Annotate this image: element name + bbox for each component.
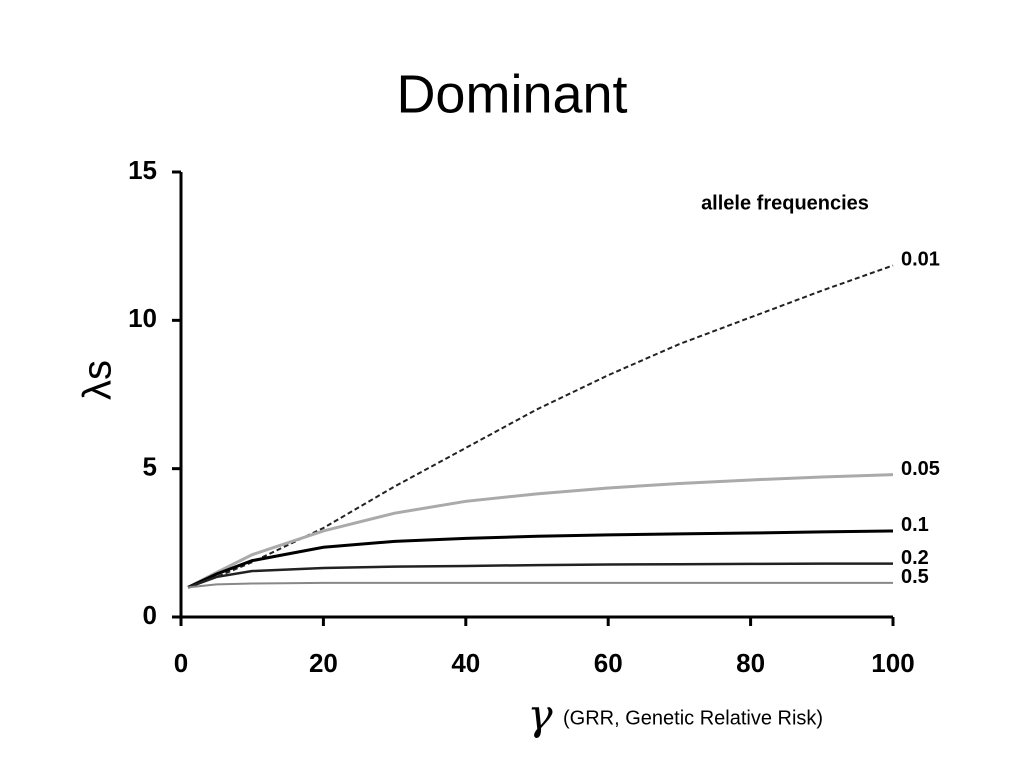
x-tick-label: 100 (871, 648, 914, 678)
series-label: 0.2 (901, 547, 929, 569)
series-line (187, 529, 894, 589)
x-tick-label: 60 (594, 648, 623, 678)
series-label: 0.05 (901, 458, 940, 480)
chart-title: Dominant (396, 64, 627, 124)
series-label: 0.5 (901, 566, 929, 588)
legend-title: allele frequencies (701, 192, 869, 214)
series-line (187, 473, 894, 589)
series-line (188, 581, 893, 589)
y-tick-label: 5 (143, 452, 157, 482)
y-tick-label: 15 (128, 155, 157, 185)
x-axis-symbol: γ (527, 690, 553, 739)
y-tick-label: 10 (128, 303, 157, 333)
series-label: 0.1 (901, 514, 929, 536)
x-tick-label: 0 (174, 648, 188, 678)
x-axis-label: (GRR, Genetic Relative Risk) (563, 707, 823, 729)
x-tick-label: 20 (309, 648, 338, 678)
series-line (187, 264, 894, 589)
series-label: 0.01 (901, 249, 940, 271)
x-tick-label: 40 (451, 648, 480, 678)
y-tick-label: 0 (143, 600, 157, 630)
y-axis-label: λs (76, 360, 120, 400)
series-line (187, 562, 893, 589)
x-tick-label: 80 (736, 648, 765, 678)
